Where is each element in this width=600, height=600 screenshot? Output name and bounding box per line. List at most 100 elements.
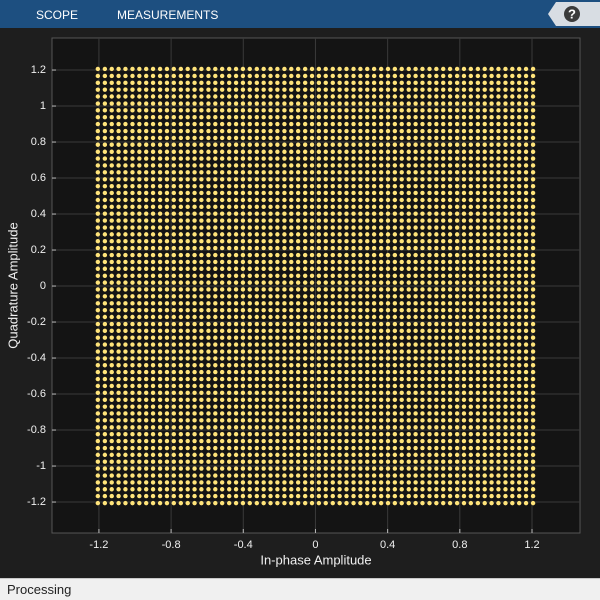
symbol-point xyxy=(254,390,260,395)
symbol-point xyxy=(219,493,225,499)
symbol-point xyxy=(171,321,177,327)
symbol-point xyxy=(309,128,315,134)
symbol-point xyxy=(192,390,197,395)
symbol-point xyxy=(254,294,260,299)
symbol-point xyxy=(185,480,190,485)
symbol-point xyxy=(344,383,349,389)
symbol-point xyxy=(489,321,494,327)
symbol-point xyxy=(316,404,322,409)
symbol-point xyxy=(289,280,294,285)
symbol-point xyxy=(406,480,411,485)
symbol-point xyxy=(302,190,308,196)
symbol-point xyxy=(282,149,287,154)
symbol-point xyxy=(95,211,101,216)
symbol-point xyxy=(434,411,439,416)
symbol-point xyxy=(185,425,190,430)
symbol-point xyxy=(109,425,114,430)
help-button[interactable]: ? xyxy=(548,2,600,28)
measurements-tab[interactable]: MEASUREMENTS xyxy=(117,8,219,22)
symbol-point xyxy=(378,349,384,354)
symbol-point xyxy=(454,142,460,147)
symbol-point xyxy=(344,177,349,182)
symbol-point xyxy=(164,266,170,271)
symbol-point xyxy=(385,404,391,409)
symbol-point xyxy=(427,445,432,451)
symbol-point xyxy=(109,314,114,320)
scope-tab[interactable]: SCOPE xyxy=(36,8,79,22)
symbol-point xyxy=(240,397,246,402)
symbol-point xyxy=(406,431,411,437)
symbol-point xyxy=(199,363,204,368)
symbol-point xyxy=(143,411,149,416)
symbol-point xyxy=(227,225,232,230)
symbol-point xyxy=(206,280,211,285)
symbol-point xyxy=(164,425,170,430)
symbol-point xyxy=(358,452,363,458)
symbol-point xyxy=(503,328,508,334)
symbol-point xyxy=(523,218,529,223)
symbol-point xyxy=(116,369,121,375)
symbol-point xyxy=(420,135,425,141)
symbol-point xyxy=(254,452,260,458)
symbol-point xyxy=(330,245,335,251)
symbol-point xyxy=(392,294,398,299)
symbol-point xyxy=(378,259,384,265)
symbol-point xyxy=(95,459,101,464)
symbol-point xyxy=(150,418,156,423)
symbol-point xyxy=(378,473,384,478)
symbol-point xyxy=(199,301,204,306)
symbol-point xyxy=(385,197,391,203)
symbol-point xyxy=(371,252,377,258)
symbol-point xyxy=(130,294,135,299)
symbol-point xyxy=(427,121,432,127)
symbol-point xyxy=(289,87,294,92)
symbol-point xyxy=(102,480,108,485)
symbol-point xyxy=(227,177,232,182)
symbol-point xyxy=(447,204,453,210)
symbol-point xyxy=(530,390,536,395)
symbol-point xyxy=(337,266,342,271)
symbol-point xyxy=(337,80,342,86)
symbol-point xyxy=(447,177,453,182)
symbol-point xyxy=(330,273,335,278)
symbol-point xyxy=(275,280,280,285)
symbol-point xyxy=(510,87,515,92)
symbol-point xyxy=(185,500,190,506)
symbol-point xyxy=(268,135,273,141)
symbol-point xyxy=(503,452,508,458)
symbol-point xyxy=(330,163,335,168)
symbol-point xyxy=(192,438,197,444)
symbol-point xyxy=(523,445,529,451)
symbol-point xyxy=(254,335,260,340)
symbol-point xyxy=(199,80,204,86)
symbol-point xyxy=(143,239,149,244)
symbol-point xyxy=(102,66,108,72)
symbol-point xyxy=(275,321,280,327)
symbol-point xyxy=(219,480,225,485)
symbol-point xyxy=(254,321,260,327)
symbol-point xyxy=(496,425,501,430)
symbol-point xyxy=(150,87,156,92)
symbol-point xyxy=(371,349,377,354)
symbol-point xyxy=(178,266,184,271)
symbol-point xyxy=(378,383,384,389)
symbol-point xyxy=(137,411,142,416)
symbol-point xyxy=(406,301,411,306)
symbol-point xyxy=(233,183,239,189)
symbol-point xyxy=(385,190,391,196)
symbol-point xyxy=(275,376,280,382)
symbol-point xyxy=(530,328,536,334)
symbol-point xyxy=(95,204,101,210)
symbol-point xyxy=(130,239,135,244)
symbol-point xyxy=(482,287,487,292)
symbol-point xyxy=(275,115,280,120)
symbol-point xyxy=(192,466,197,471)
symbol-point xyxy=(406,66,411,72)
symbol-point xyxy=(365,335,370,340)
symbol-point xyxy=(489,452,494,458)
symbol-point xyxy=(185,266,190,271)
symbol-point xyxy=(150,363,156,368)
symbol-point xyxy=(309,466,315,471)
symbol-point xyxy=(496,328,501,334)
symbol-point xyxy=(378,156,384,161)
